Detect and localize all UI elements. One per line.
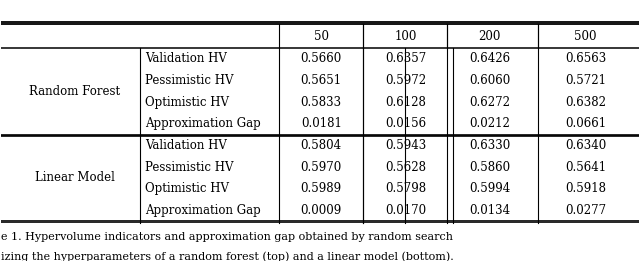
Text: Optimistic HV: Optimistic HV	[145, 182, 229, 195]
Text: 0.5721: 0.5721	[565, 74, 606, 87]
Text: 0.6060: 0.6060	[469, 74, 510, 87]
Text: 0.0156: 0.0156	[385, 117, 426, 130]
Text: 0.5628: 0.5628	[385, 161, 426, 174]
Text: 200: 200	[478, 30, 500, 43]
Text: 0.6272: 0.6272	[469, 96, 510, 109]
Text: 0.6128: 0.6128	[385, 96, 426, 109]
Text: 0.0661: 0.0661	[565, 117, 606, 130]
Text: 500: 500	[575, 30, 597, 43]
Text: 0.0170: 0.0170	[385, 204, 426, 217]
Text: izing the hyperparameters of a random forest (top) and a linear model (bottom).: izing the hyperparameters of a random fo…	[1, 252, 454, 261]
Text: Pessimistic HV: Pessimistic HV	[145, 161, 234, 174]
Text: Linear Model: Linear Model	[35, 171, 115, 185]
Text: 0.0277: 0.0277	[565, 204, 606, 217]
Text: Optimistic HV: Optimistic HV	[145, 96, 229, 109]
Text: 0.5660: 0.5660	[301, 52, 342, 65]
Text: 0.5804: 0.5804	[301, 139, 342, 152]
Text: 100: 100	[394, 30, 417, 43]
Text: e 1. Hypervolume indicators and approximation gap obtained by random search: e 1. Hypervolume indicators and approxim…	[1, 232, 453, 242]
Text: 0.5970: 0.5970	[301, 161, 342, 174]
Text: 0.5860: 0.5860	[469, 161, 510, 174]
Text: 50: 50	[314, 30, 329, 43]
Text: Approximation Gap: Approximation Gap	[145, 117, 261, 130]
Text: 0.5651: 0.5651	[301, 74, 342, 87]
Text: 0.6426: 0.6426	[469, 52, 510, 65]
Text: 0.6563: 0.6563	[565, 52, 606, 65]
Text: 0.5943: 0.5943	[385, 139, 426, 152]
Text: Validation HV: Validation HV	[145, 139, 227, 152]
Text: 0.0134: 0.0134	[469, 204, 510, 217]
Text: Approximation Gap: Approximation Gap	[145, 204, 261, 217]
Text: 0.5641: 0.5641	[565, 161, 606, 174]
Text: 0.5972: 0.5972	[385, 74, 426, 87]
Text: 0.5798: 0.5798	[385, 182, 426, 195]
Text: 0.6330: 0.6330	[469, 139, 510, 152]
Text: 0.5994: 0.5994	[469, 182, 510, 195]
Text: 0.6340: 0.6340	[565, 139, 606, 152]
Text: 0.6382: 0.6382	[565, 96, 606, 109]
Text: 0.0009: 0.0009	[301, 204, 342, 217]
Text: 0.0181: 0.0181	[301, 117, 342, 130]
Text: 0.5918: 0.5918	[565, 182, 606, 195]
Text: Pessimistic HV: Pessimistic HV	[145, 74, 234, 87]
Text: 0.5833: 0.5833	[301, 96, 342, 109]
Text: Random Forest: Random Forest	[29, 85, 120, 98]
Text: 0.0212: 0.0212	[469, 117, 510, 130]
Text: Validation HV: Validation HV	[145, 52, 227, 65]
Text: 0.5989: 0.5989	[301, 182, 342, 195]
Text: 0.6357: 0.6357	[385, 52, 426, 65]
